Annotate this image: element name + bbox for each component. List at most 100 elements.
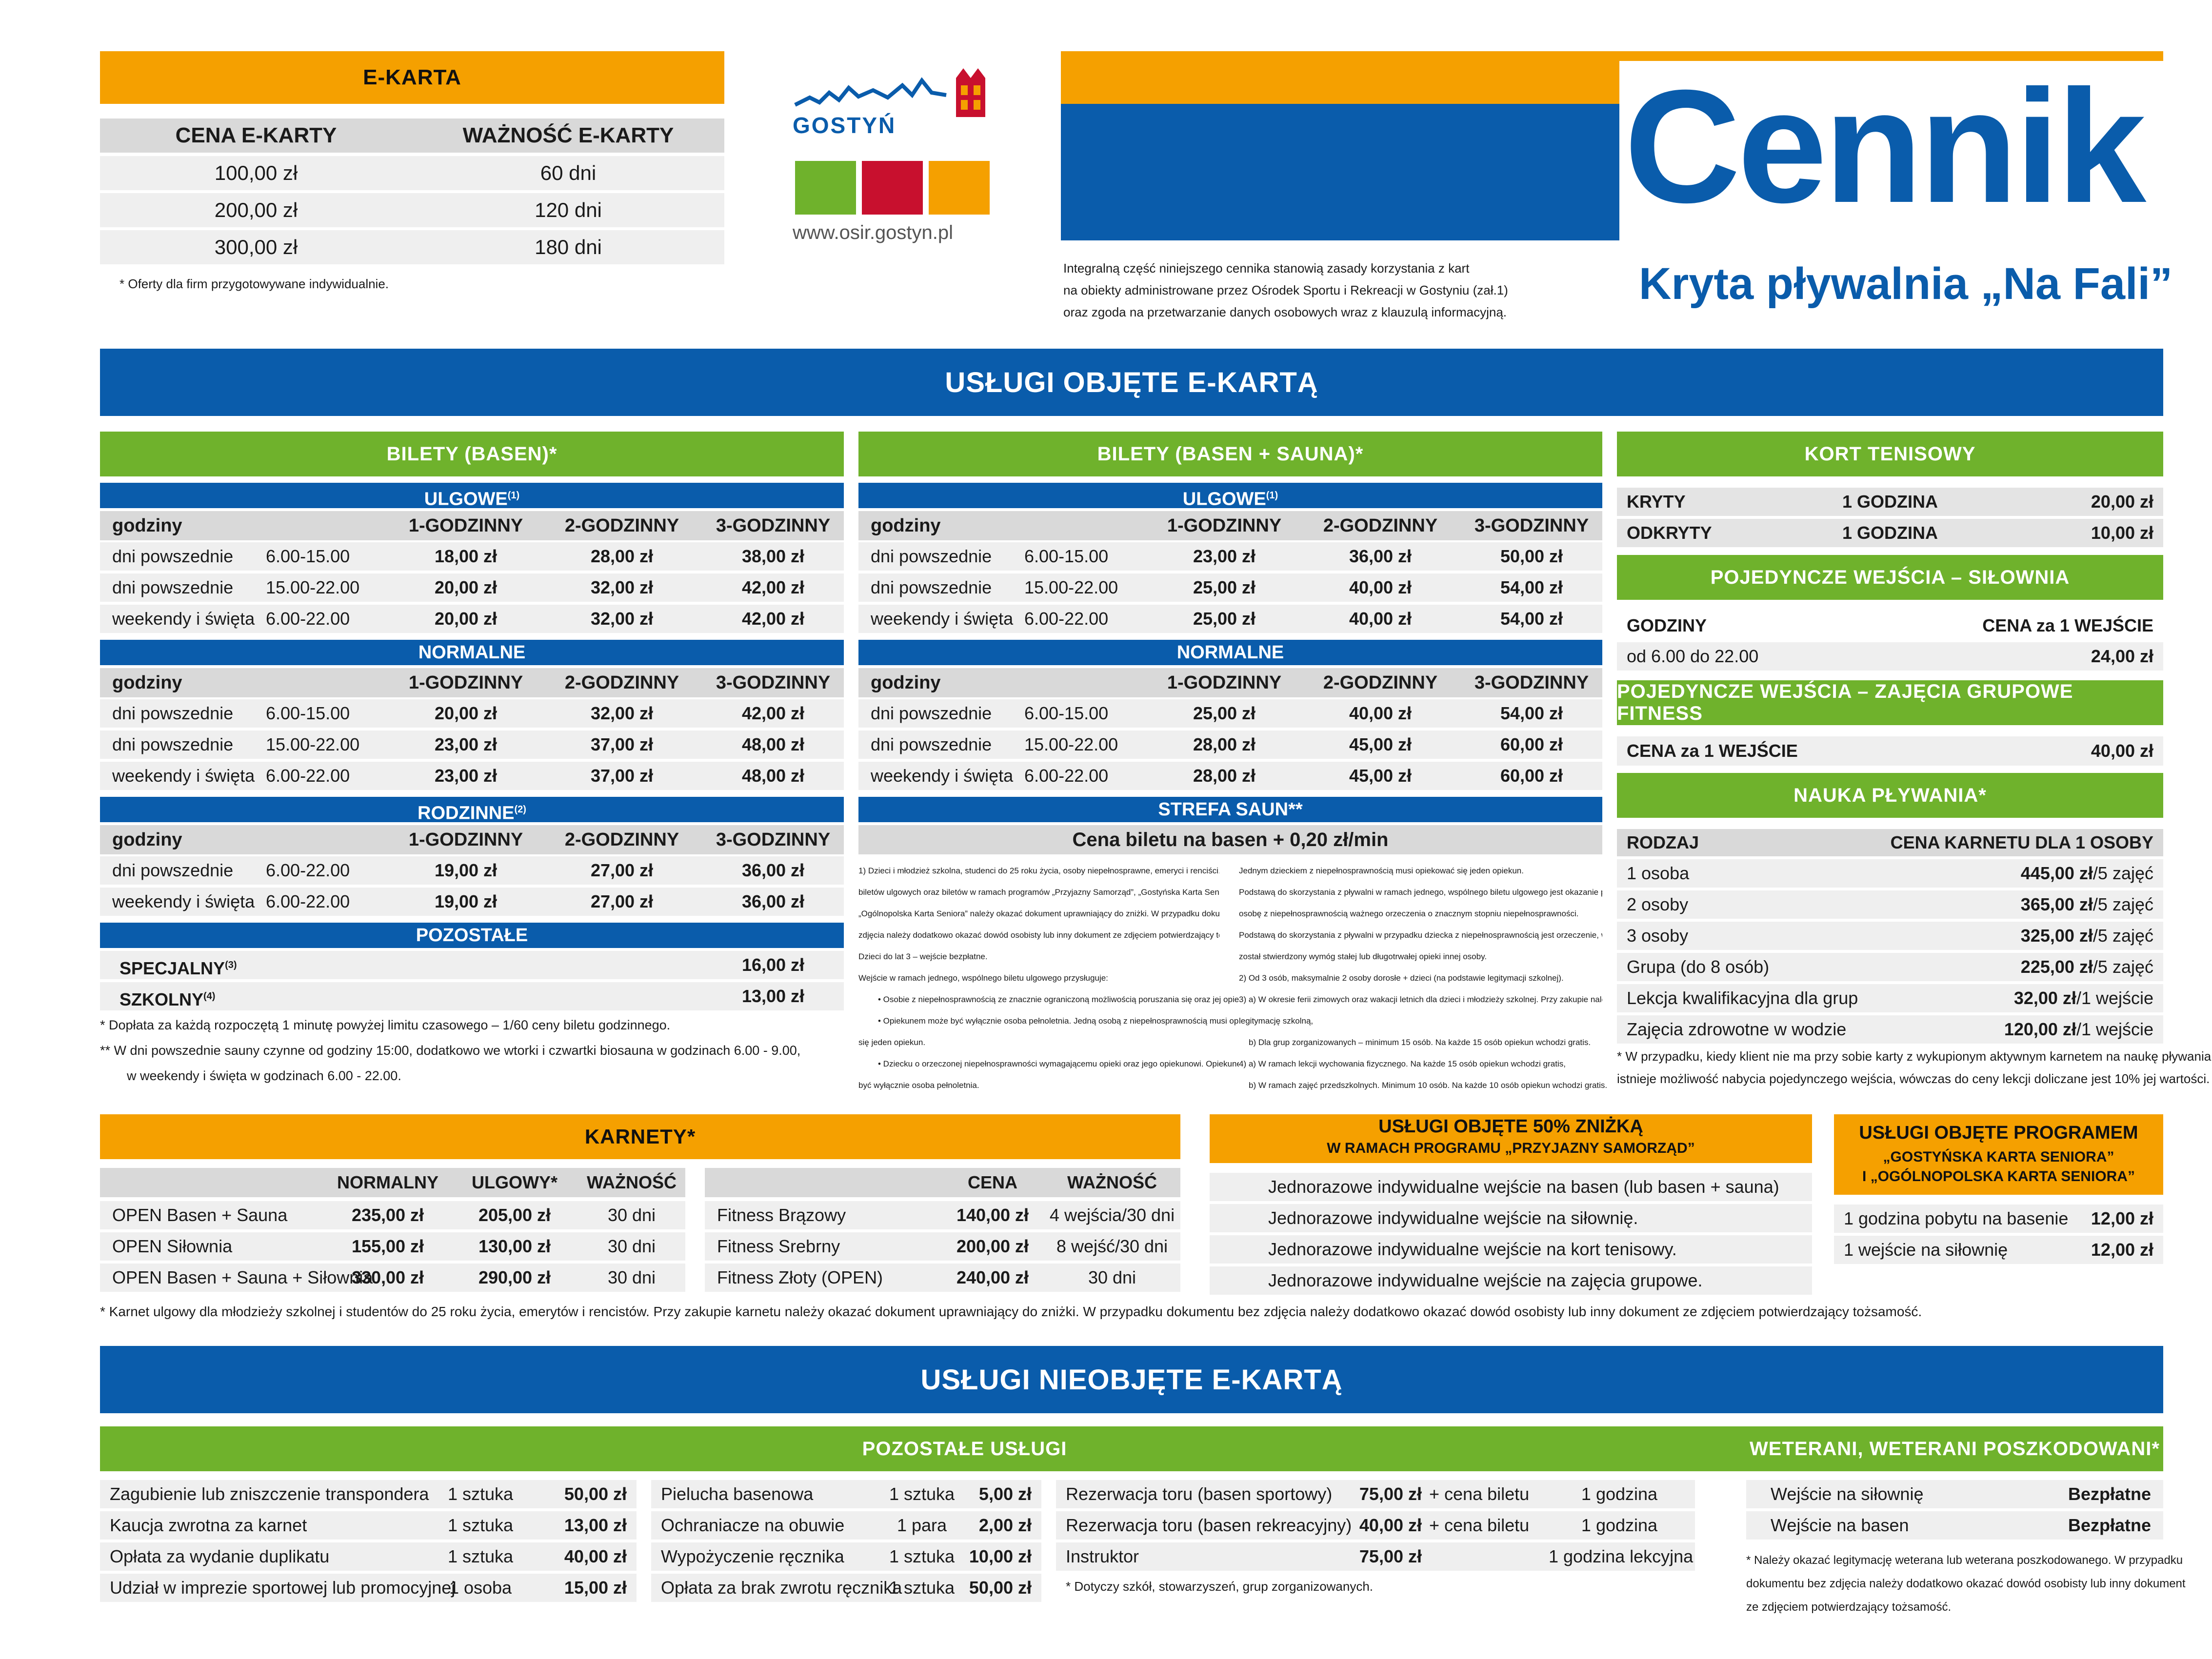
nauka-row: 1 osoba 445,00 zł/5 zajęć [1617,859,2163,888]
karnet-normal: 330,00 zł [351,1267,424,1287]
price-3h: 38,00 zł [741,546,805,566]
col-3h: 3-GODZINNY [716,830,831,850]
pozostale-b-row: Wypożyczenie ręcznika 1 sztuka 10,00 zł [651,1542,1041,1571]
band-ulgowe: ULGOWE(1) [100,483,844,510]
service-unit: 1 sztuka [447,1546,514,1566]
price-3h: 36,00 zł [741,891,805,911]
pozostale-row: SPECJALNY(3) 16,00 zł [100,951,844,979]
row-hours: 15.00-22.00 [1024,577,1118,597]
row-hours: 6.00-22.00 [266,860,350,880]
weterani-header: WETERANI, WETERANI POSZKODOWANI* [1746,1426,2163,1471]
price-3h: 36,00 zł [741,860,805,880]
nauka-unit: /1 wejście [2076,1019,2153,1039]
karnet-name: OPEN Basen + Sauna + Siłownia [112,1267,373,1287]
znizka-subtitle: W RAMACH PROGRAMU „PRZYJAZNY SAMORZĄD” [1327,1140,1695,1156]
col-1h: 1-GODZINNY [408,672,523,693]
nauka-price: 32,00 zł [2013,988,2076,1008]
ekarta-header: E-KARTA [100,51,724,104]
row-day: weekendy i święta [871,609,1014,629]
footnote-right: został stwierdzony wymóg stałej lub dług… [1239,952,1487,961]
fkarnet-validity: 4 wejścia/30 dni [1049,1205,1175,1225]
price-1h: 25,00 zł [1193,703,1256,723]
ekarta-note: * Oferty dla firm przygotowywane indywid… [120,276,389,291]
nauka-unit: /5 zajęć [2092,894,2153,914]
service-time: 1 godzina [1581,1484,1658,1504]
nauka-price-wrap: 445,00 zł/5 zajęć [1890,859,2153,888]
fkarnet-price: 140,00 zł [956,1205,1029,1225]
service-name: Opłata za brak zwrotu ręcznika [661,1578,902,1598]
band-ulgowe-sup: (1) [507,490,520,501]
price-3h: 54,00 zł [1500,577,1563,597]
nauka-unit: /5 zajęć [2092,863,2153,883]
nauka-col-type: RODZAJ [1627,832,1699,852]
footnote-left: być wyłącznie osoba pełnoletnia. [858,1081,979,1090]
price-3h: 54,00 zł [1500,703,1563,723]
price-1h: 25,00 zł [1193,577,1256,597]
gym-icon [929,161,990,215]
column-header: godziny 1-GODZINNY 2-GODZINNY 3-GODZINNY [100,511,844,540]
karnet-row: OPEN Basen + Sauna + Siłownia 330,00 zł 29… [100,1264,685,1292]
price-2h: 28,00 zł [590,546,654,566]
ekarta-row: 300,00 zł 180 dni [100,230,724,264]
karnet-waznosc: 30 dni [607,1267,656,1287]
nauka-price-wrap: 32,00 zł/1 wejście [1890,984,2153,1012]
service-price: 40,00 zł [564,1546,627,1566]
price-2h: 27,00 zł [590,891,654,911]
logo-url[interactable]: www.osir.gostyn.pl [793,222,954,243]
price-row: weekendy i święta 6.00-22.00 23,00 zł 37,00… [100,762,844,790]
row-hours: 15.00-22.00 [266,577,360,597]
weterani-note: * Należy okazać legitymację weterana lub… [1746,1554,2183,1567]
nauka-type: 2 osoby [1627,894,1689,914]
price-2h: 27,00 zł [590,860,654,880]
znizka-item: Jednorazowe indywidualne wejście na zaję… [1268,1270,1703,1290]
pozostale-row: SZKOLNY(4) 13,00 zł [100,982,844,1010]
fitness-row: CENA za 1 WEJŚCIE 40,00 zł [1617,736,2163,766]
silownia-header: POJEDYNCZE WEJŚCIA – SIŁOWNIA [1617,555,2163,600]
row-day: dni powszednie [871,546,992,566]
price-1h: 25,00 zł [1193,609,1256,629]
price-2h: 36,00 zł [1349,546,1412,566]
footnote-right: Jednym dzieckiem z niepełnosprawnością m… [1239,866,1524,875]
band-strefa-label: STREFA SAUN** [1158,799,1303,820]
weterani-note: dokumentu bez zdjęcia należy dodatkowo o… [1746,1577,2186,1590]
price-row: dni powszednie 15.00-22.00 28,00 zł 45,00 z… [858,731,1602,759]
nauka-type: 1 osoba [1627,863,1690,883]
weterani-item: Wejście na siłownię [1771,1484,1924,1504]
ticket-sup: (4) [203,991,216,1002]
band-ulgowe-sup: (1) [1266,490,1278,501]
silownia-hours: od 6.00 do 22.00 [1627,646,1759,666]
service-unit: 1 sztuka [447,1515,514,1535]
price-1h: 20,00 zł [434,609,498,629]
nauka-row: 3 osoby 325,00 zł/5 zajęć [1617,922,2163,950]
price-row: dni powszednie 6.00-22.00 19,00 zł 27,00 zł… [100,856,844,885]
service-price: 2,00 zł [978,1515,1032,1535]
price-2h: 40,00 zł [1349,703,1412,723]
nauka-price: 120,00 zł [2004,1019,2076,1039]
skyline-icon [794,63,995,117]
footnote-left: Dzieci do lat 3 – wejście bezpłatne. [858,952,988,961]
price-1h: 28,00 zł [1193,766,1256,786]
col-hours: godziny [871,672,941,693]
service-unit: 1 para [897,1515,947,1535]
footnote-left: • Osobie z niepełnosprawnością ze znaczn… [878,995,1239,1004]
strefa-price-row: Cena biletu na basen + 0,20 zł/min [858,825,1602,854]
karnety-note: * Karnet ulgowy dla młodzieży szkolnej i… [100,1304,1922,1319]
section-ekarta: USŁUGI OBJĘTE E-KARTĄ [100,349,2163,416]
col-hours: godziny [871,515,941,536]
basen-note: w weekendy i święta w godzinach 6.00 - 2… [127,1068,401,1083]
column-header: godziny 1-GODZINNY 2-GODZINNY 3-GODZINNY [858,511,1602,540]
row-hours: 6.00-15.00 [266,703,350,723]
pozostale-a-row: Opłata za wydanie duplikatu 1 sztuka 40,00… [100,1542,637,1571]
pozostale-b-row: Pielucha basenowa 1 sztuka 5,00 zł [651,1480,1041,1508]
karnet-ulgowy: 205,00 zł [478,1205,551,1225]
bilety-basen-table: ULGOWE(1) godziny 1-GODZINNY 2-GODZINNY 3-GO… [100,483,844,1083]
fitness-karnet-row: Fitness Srebrny 200,00 zł 8 wejść/30 dni [705,1232,1180,1261]
nauka-row: 2 osoby 365,00 zł/5 zajęć [1617,890,2163,919]
ekarta-validity: 60 dni [540,161,597,184]
senior-item: 1 wejście na siłownię [1844,1240,2008,1260]
nauka-type: Grupa (do 8 osób) [1627,957,1770,977]
footnote-right: Podstawą do skorzystania z pływalni w pr… [1239,930,1602,940]
karnety-col-header: NORMALNY ULGOWY* WAŻNOŚĆ [100,1168,685,1197]
nauka-col-header: RODZAJ CENA KARNETU DLA 1 OSOBY [1617,829,2163,856]
service-unit: 1 osoba [449,1578,512,1598]
